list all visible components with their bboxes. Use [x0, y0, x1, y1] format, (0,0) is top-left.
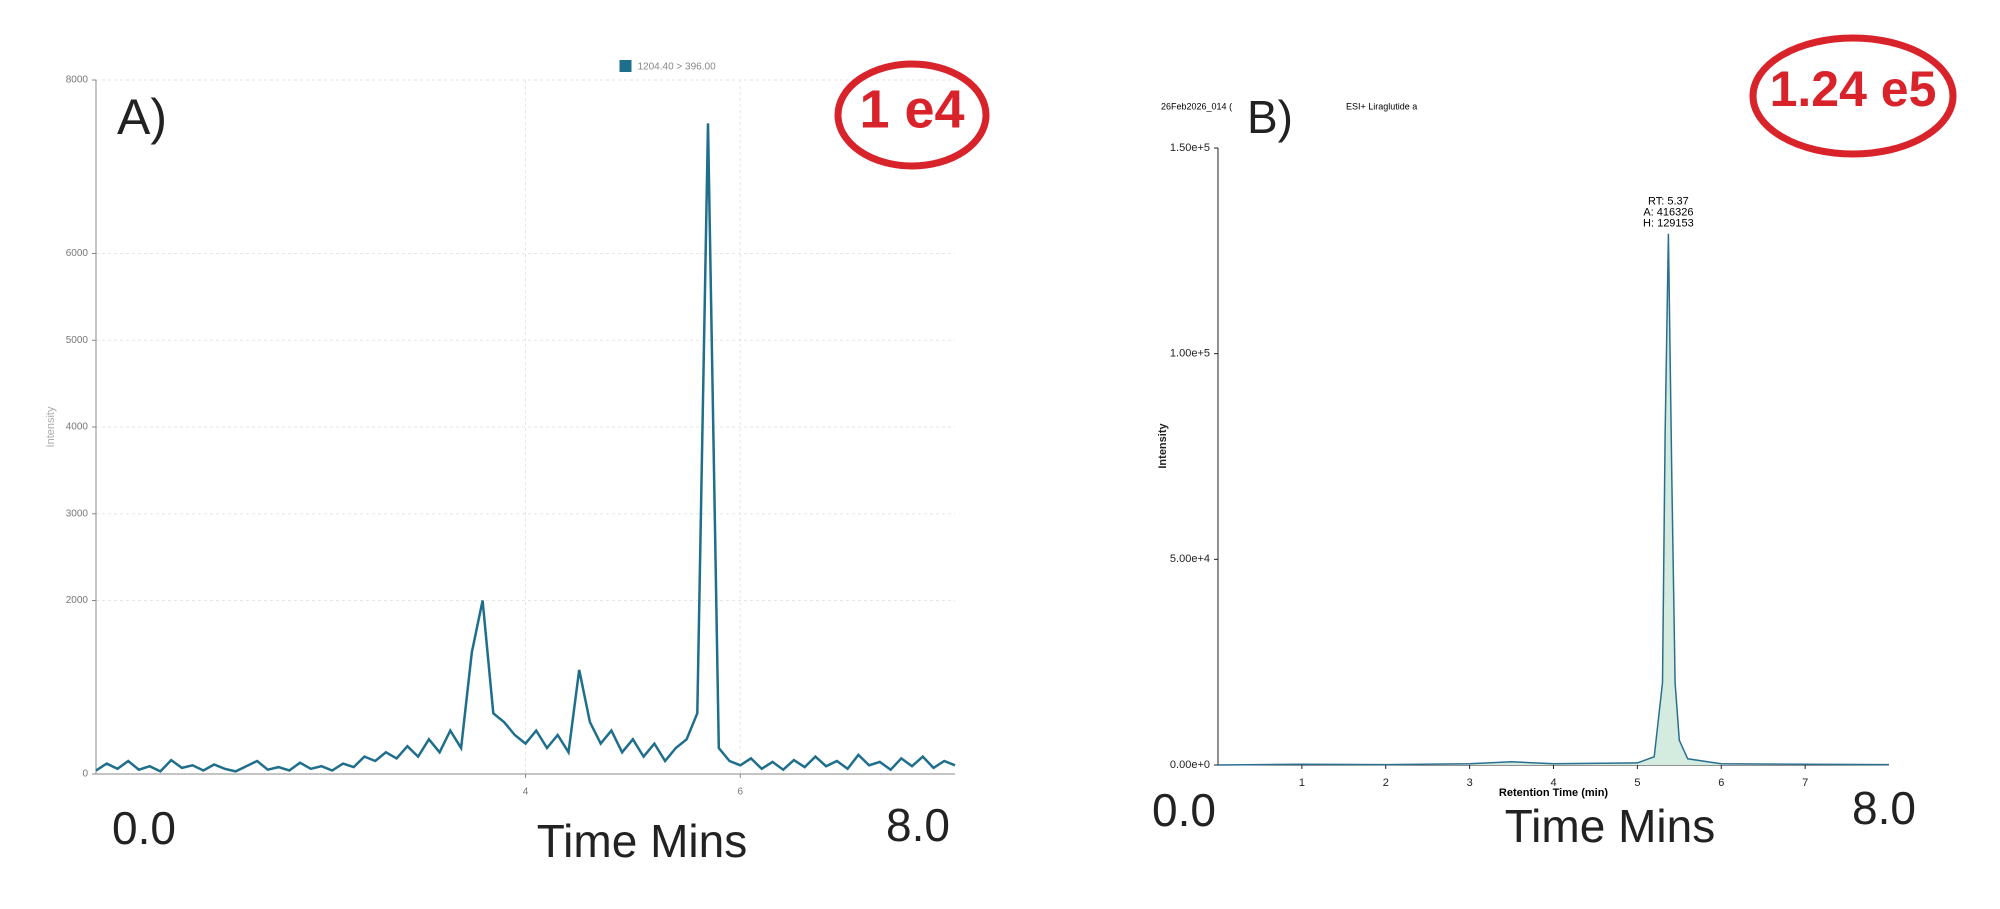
y-tick-label: 8000 — [66, 75, 89, 86]
annotation: A) — [117, 89, 167, 145]
peak-label: A: 416326 — [1643, 207, 1693, 219]
peak-label: RT: 5.37 — [1648, 196, 1689, 208]
y-tick-label: 3000 — [66, 508, 89, 519]
peak-label: H: 129153 — [1643, 218, 1694, 230]
annotation: B) — [1247, 91, 1293, 143]
area — [1218, 233, 1889, 766]
annotation: 1 e4 — [859, 79, 964, 139]
highlight-ring — [834, 60, 990, 170]
x-tick-label: 4 — [1550, 777, 1556, 789]
line — [95, 123, 956, 773]
y-tick-label: 5.00e+4 — [1170, 553, 1210, 565]
annotation: 8.0 — [886, 799, 950, 851]
annotation: Time Mins — [537, 815, 747, 867]
legend-label: 1204.40 > 396.00 — [638, 62, 717, 73]
annotation: 8.0 — [1852, 782, 1916, 834]
y-tick-label: 1.00e+5 — [1170, 348, 1210, 360]
x-tick-label: 7 — [1802, 777, 1808, 789]
y-tick-label: 0.00e+0 — [1170, 759, 1210, 771]
legend-marker — [619, 60, 632, 72]
x-tick-label: 3 — [1467, 777, 1473, 789]
y-tick-label: 4000 — [66, 422, 89, 433]
chart-header: 26Feb2026_014 ( — [1161, 101, 1232, 111]
annotation: 0.0 — [1152, 784, 1216, 836]
x-axis-label: Retention Time (min) — [1499, 787, 1609, 799]
y-tick-label: 5000 — [66, 335, 89, 346]
highlight-ring — [1749, 34, 1957, 158]
x-tick-label: 6 — [737, 787, 743, 798]
y-tick-label: 0 — [82, 769, 88, 780]
y-axis-label: Intensity — [1157, 423, 1169, 469]
x-tick-label: 4 — [523, 787, 529, 798]
annotation: 1.24 e5 — [1770, 61, 1937, 117]
annotation: Time Mins — [1505, 800, 1715, 852]
y-tick-label: 2000 — [66, 595, 89, 606]
chart-header: ESI+ Liraglutide a — [1346, 101, 1417, 111]
x-tick-label: 5 — [1634, 777, 1640, 789]
line — [1217, 233, 1890, 766]
y-axis-label: Intensity — [45, 406, 57, 447]
x-tick-label: 2 — [1383, 777, 1389, 789]
y-tick-label: 6000 — [66, 248, 89, 259]
y-tick-label: 1.50e+5 — [1170, 142, 1210, 154]
x-tick-label: 1 — [1299, 777, 1305, 789]
annotation: 0.0 — [112, 802, 176, 854]
x-tick-label: 6 — [1718, 777, 1724, 789]
